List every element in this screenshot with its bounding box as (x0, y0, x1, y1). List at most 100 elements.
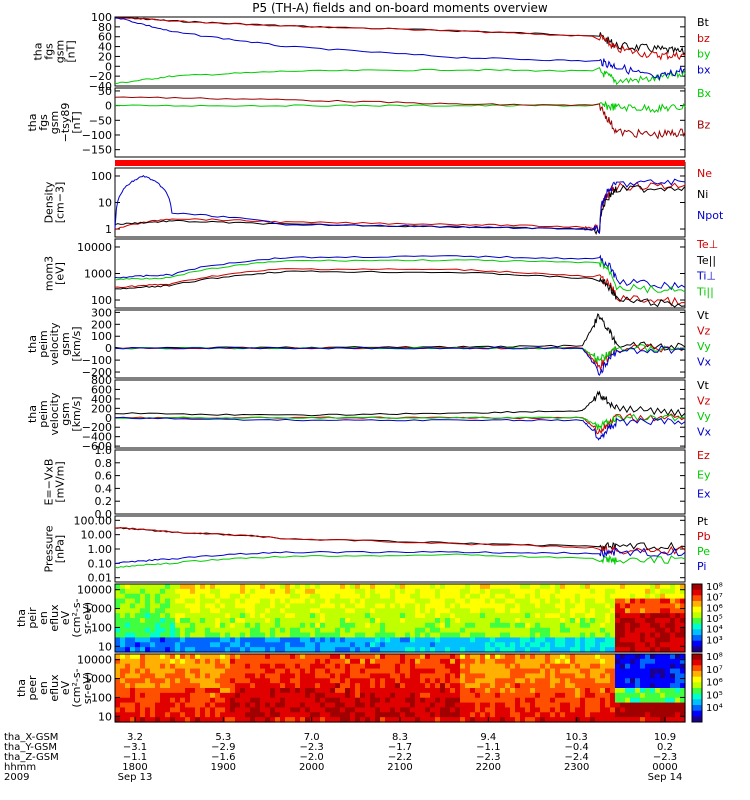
spectrogram-cell (665, 584, 671, 590)
spectrogram-cell (225, 627, 231, 634)
spectrogram-cell (465, 697, 471, 704)
spectrogram-cell (585, 584, 591, 590)
spectrogram-cell (175, 598, 181, 605)
spectrogram-cell (645, 668, 651, 675)
spectrogram-cell (185, 603, 191, 609)
spectrogram-cell (670, 668, 676, 675)
spectrogram-cell (135, 717, 141, 723)
spectrogram-cell (155, 688, 161, 694)
spectrogram-cell (620, 622, 626, 629)
spectrogram-cell (645, 717, 651, 723)
spectrogram-cell (125, 622, 131, 629)
spectrogram-cell (380, 603, 386, 609)
spectrogram-cell (150, 692, 156, 699)
spectrogram-cell (570, 658, 576, 665)
spectrogram-cell (645, 654, 651, 660)
spectrogram-cell (260, 702, 266, 709)
spectrogram-cell (550, 627, 556, 634)
y-tick-label: 40 (98, 41, 112, 54)
spectrogram-cell (305, 663, 311, 670)
colorbar-cell (692, 676, 702, 680)
spectrogram-cell (635, 717, 641, 723)
spectrogram-cell (485, 683, 491, 689)
spectrogram-cell (115, 663, 121, 670)
spectrogram-cell (295, 627, 301, 634)
spectrogram-cell (365, 668, 371, 675)
spectrogram-cell (680, 618, 686, 624)
spectrogram-cell (165, 663, 171, 670)
spectrogram-cell (325, 603, 331, 609)
spectrogram-cell (400, 678, 406, 684)
spectrogram-cell (625, 658, 631, 665)
spectrogram-cell (425, 603, 431, 609)
colorbar-cell (692, 620, 702, 625)
spectrogram-cell (525, 584, 531, 590)
spectrogram-cell (145, 637, 151, 643)
spectrogram-cell (130, 692, 136, 699)
spectrogram-cell (520, 593, 526, 600)
spectrogram-cell (540, 608, 546, 614)
spectrogram-cell (470, 603, 476, 609)
spectrogram-cell (180, 613, 186, 619)
spectrogram-cell (375, 678, 381, 684)
spectrogram-cell (615, 632, 621, 639)
spectrogram-cell (550, 632, 556, 639)
spectrogram-cell (315, 627, 321, 634)
spectrogram-cell (475, 717, 481, 723)
spectrogram-cell (360, 608, 366, 614)
spectrogram-cell (585, 707, 591, 713)
spectrogram-cell (325, 697, 331, 704)
colorbar-cell (692, 671, 702, 675)
spectrogram-cell (270, 588, 276, 595)
spectrogram-cell (605, 678, 611, 684)
spectrogram-cell (580, 622, 586, 629)
spectrogram-cell (170, 683, 176, 689)
spectrogram-cell (450, 683, 456, 689)
spectrogram-cell (210, 688, 216, 694)
spectrogram-cell (425, 673, 431, 679)
spectrogram-cell (565, 637, 571, 643)
spectrogram-cell (495, 642, 501, 648)
spectrogram-cell (285, 603, 291, 609)
spectrogram-cell (335, 608, 341, 614)
spectrogram-cell (390, 627, 396, 634)
spectrogram-cell (560, 702, 566, 709)
spectrogram-cell (655, 697, 661, 704)
y-tick-label: 1000 (84, 603, 112, 616)
spectrogram-cell (165, 712, 171, 718)
spectrogram-cell (345, 707, 351, 713)
spectrogram-cell (200, 683, 206, 689)
y-axis-label: eV (59, 680, 72, 695)
spectrogram-cell (165, 627, 171, 634)
spectrogram-cell (415, 712, 421, 718)
spectrogram-cell (550, 618, 556, 624)
spectrogram-cell (445, 618, 451, 624)
spectrogram-cell (540, 593, 546, 600)
spectrogram-cell (605, 593, 611, 600)
spectrogram-cell (150, 584, 156, 590)
spectrogram-cell (150, 654, 156, 660)
spectrogram-cell (645, 658, 651, 665)
spectrogram-cell (320, 712, 326, 718)
spectrogram-cell (630, 637, 636, 643)
spectrogram-cell (280, 668, 286, 675)
spectrogram-cell (675, 632, 681, 639)
spectrogram-cell (350, 637, 356, 643)
spectrogram-cell (430, 697, 436, 704)
spectrogram-cell (300, 658, 306, 665)
spectrogram-cell (340, 608, 346, 614)
spectrogram-cell (420, 603, 426, 609)
spectrogram-cell (530, 668, 536, 675)
spectrogram-cell (435, 647, 441, 653)
y-axis-label: fgs (37, 114, 50, 131)
spectrogram-cell (350, 608, 356, 614)
y-tick-label: 200 (91, 402, 112, 415)
spectrogram-cell (205, 678, 211, 684)
spectrogram-cell (455, 627, 461, 634)
spectrogram-cell (445, 712, 451, 718)
spectrogram-cell (255, 712, 261, 718)
spectrogram-cell (510, 632, 516, 639)
spectrogram-cell (345, 712, 351, 718)
spectrogram-cell (195, 603, 201, 609)
spectrogram-cell (315, 618, 321, 624)
